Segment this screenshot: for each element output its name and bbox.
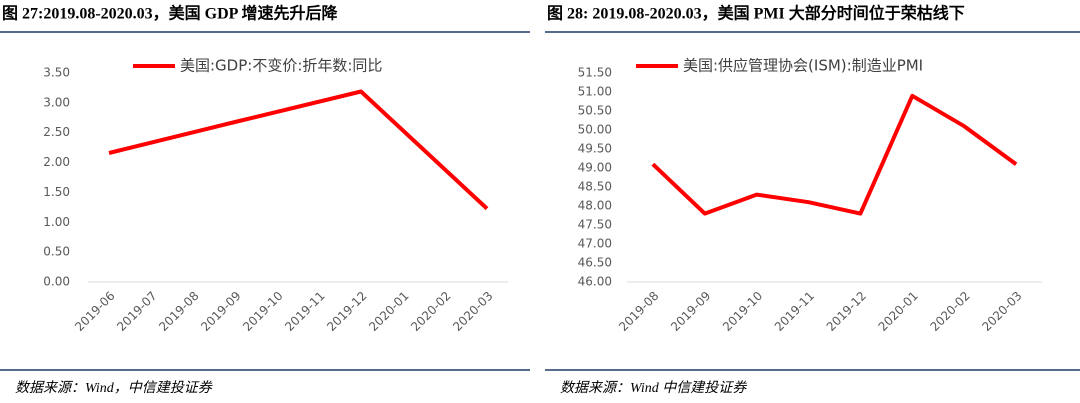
x-tick-label: 2020-01 (366, 289, 411, 334)
y-tick-label: 1.00 (43, 215, 70, 229)
x-tick-label: 2020-03 (979, 289, 1024, 334)
y-tick-label: 51.50 (578, 66, 612, 80)
y-tick-label: 49.50 (578, 142, 612, 156)
y-tick-label: 47.00 (578, 237, 612, 251)
legend-label: 美国:供应管理协会(ISM):制造业PMI (683, 57, 923, 75)
y-tick-label: 48.00 (578, 199, 612, 213)
x-tick-label: 2020-01 (876, 289, 921, 334)
y-tick-label: 49.00 (578, 161, 612, 175)
y-tick-label: 50.50 (578, 104, 612, 118)
x-tick-label: 2019-09 (198, 289, 243, 334)
y-tick-label: 0.50 (43, 245, 70, 259)
x-tick-label: 2020-02 (408, 289, 453, 334)
source-note: 数据来源：Wind，中信建投证券 (15, 380, 213, 396)
y-tick-label: 1.50 (43, 185, 70, 199)
x-tick-label: 2019-08 (616, 289, 661, 334)
series-line (651, 93, 1018, 216)
y-tick-label: 50.00 (578, 123, 612, 137)
y-tick-label: 2.50 (43, 125, 70, 139)
y-tick-label: 48.50 (578, 180, 612, 194)
y-tick-label: 0.00 (43, 275, 70, 289)
x-tick-label: 2019-08 (156, 289, 201, 334)
x-tick-label: 2020-03 (450, 289, 495, 334)
x-tick-label: 2019-10 (240, 289, 285, 334)
y-tick-label: 3.00 (43, 95, 70, 109)
x-tick-label: 2019-12 (824, 289, 869, 334)
y-tick-label: 46.50 (578, 256, 612, 270)
x-tick-label: 2019-10 (720, 289, 765, 334)
y-tick-label: 47.50 (578, 218, 612, 232)
chart-title: 图 28: 2019.08-2020.03，美国 PMI 大部分时间位于荣枯线下 (547, 4, 965, 23)
x-tick-label: 2020-02 (927, 289, 972, 334)
x-tick-label: 2019-09 (668, 289, 713, 334)
x-tick-label: 2019-07 (114, 289, 159, 334)
y-tick-label: 51.00 (578, 85, 612, 99)
x-tick-label: 2019-12 (324, 289, 369, 334)
chart-title: 图 27:2019.08-2020.03，美国 GDP 增速先升后降 (2, 4, 339, 23)
y-tick-label: 46.00 (578, 275, 612, 289)
source-note: 数据来源：Wind 中信建投证券 (560, 380, 747, 396)
y-tick-label: 2.00 (43, 155, 70, 169)
x-tick-label: 2019-11 (282, 289, 327, 334)
x-tick-label: 2019-06 (72, 289, 117, 334)
x-tick-label: 2019-11 (772, 289, 817, 334)
y-tick-label: 3.50 (43, 66, 70, 80)
legend-label: 美国:GDP:不变价:折年数:同比 (180, 57, 382, 75)
series-line (108, 89, 489, 211)
